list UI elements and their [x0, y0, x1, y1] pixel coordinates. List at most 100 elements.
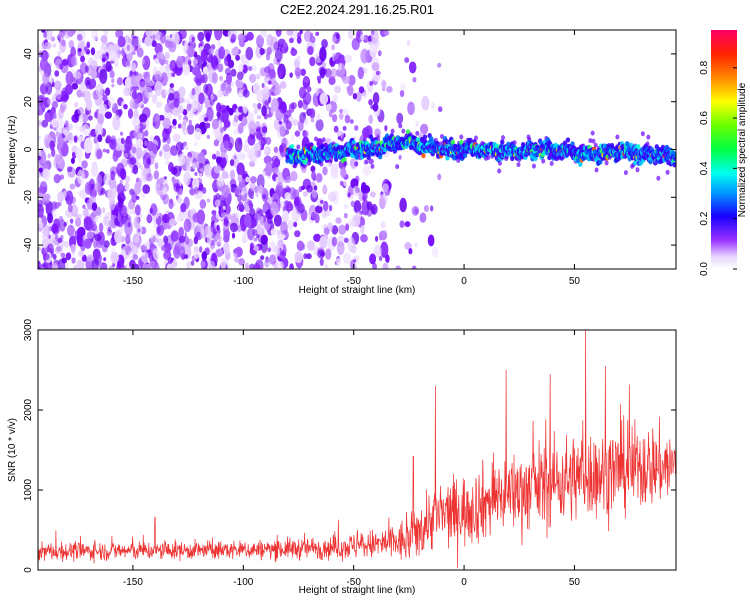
noise-blob [309, 32, 314, 38]
noise-blob [220, 83, 226, 92]
noise-blob [177, 113, 182, 121]
noise-blob [223, 140, 230, 149]
noise-blob [62, 190, 67, 199]
noise-blob [219, 104, 228, 114]
noise-blob [140, 251, 149, 263]
noise-blob [38, 135, 42, 140]
noise-blob [328, 76, 336, 86]
noise-blob [331, 113, 338, 123]
noise-blob [88, 115, 93, 121]
noise-blob [131, 146, 137, 154]
noise-blob [151, 94, 158, 104]
noise-blob [261, 86, 270, 101]
noise-blob [180, 202, 187, 213]
noise-blob [216, 224, 220, 231]
noise-blob [178, 227, 184, 238]
ridge-halo [319, 161, 324, 167]
noise-blob [86, 41, 91, 49]
noise-blob [144, 130, 149, 137]
noise-blob [184, 156, 193, 166]
noise-blob [262, 171, 266, 176]
noise-blob [343, 212, 348, 219]
noise-blob [73, 101, 79, 108]
noise-blob [211, 118, 219, 130]
noise-blob [315, 172, 323, 183]
noise-blob [107, 226, 112, 232]
x-tick-label: 50 [569, 577, 581, 588]
ridge-halo [501, 135, 506, 141]
noise-blob [183, 45, 188, 51]
noise-blob [286, 30, 294, 36]
noise-blob [224, 56, 230, 67]
noise-blob [378, 255, 383, 262]
noise-blob [94, 216, 99, 223]
noise-blob [38, 155, 42, 161]
noise-blob [121, 264, 125, 268]
noise-blob [139, 127, 143, 133]
noise-blob [191, 36, 195, 42]
noise-blob [69, 218, 74, 224]
noise-blob [249, 182, 256, 192]
noise-blob [214, 199, 221, 207]
noise-blob [57, 191, 65, 203]
noise-blob [71, 257, 76, 264]
noise-blob [381, 79, 387, 89]
noise-blob [109, 199, 116, 211]
noise-blob [145, 30, 153, 38]
noise-blob [337, 136, 341, 140]
x-tick-label: -150 [123, 276, 143, 287]
noise-blob [371, 62, 380, 72]
noise-blob [43, 253, 50, 261]
noise-blob [125, 234, 131, 245]
noise-blob [233, 248, 238, 255]
noise-blob [101, 57, 106, 63]
noise-blob [111, 78, 115, 84]
noise-blob [135, 86, 140, 91]
noise-blob [67, 224, 75, 237]
noise-blob [186, 103, 192, 112]
noise-blob [186, 45, 195, 58]
noise-blob [199, 40, 204, 47]
noise-blob [124, 175, 131, 183]
noise-blob [296, 240, 304, 252]
ridge-halo [604, 160, 609, 166]
noise-blob [183, 171, 191, 186]
noise-blob [264, 100, 269, 106]
noise-blob [362, 165, 372, 176]
noise-blob [211, 210, 217, 216]
noise-blob [40, 96, 48, 110]
noise-blob [275, 108, 284, 121]
noise-blob [372, 262, 377, 269]
noise-blob [215, 192, 221, 200]
noise-blob [67, 203, 73, 213]
noise-blob [303, 253, 308, 260]
noise-blob [250, 176, 257, 184]
ridge-halo [390, 128, 395, 134]
noise-blob [348, 219, 355, 228]
noise-blob [233, 129, 239, 136]
noise-blob [261, 126, 268, 134]
noise-blob [342, 75, 351, 85]
noise-blob [104, 111, 112, 119]
noise-blob [220, 151, 226, 158]
noise-blob [52, 253, 57, 260]
noise-blob [235, 212, 240, 219]
noise-blob [110, 170, 116, 181]
noise-blob [90, 47, 96, 56]
noise-blob [183, 218, 192, 233]
y-tick-label: 3000 [23, 318, 34, 341]
noise-blob [362, 195, 367, 201]
noise-blob [370, 30, 379, 45]
noise-blob [336, 257, 341, 267]
noise-blob [108, 96, 115, 109]
noise-blob [256, 174, 265, 190]
noise-blob [154, 80, 163, 97]
noise-blob [242, 89, 250, 98]
ridge-halo [593, 142, 598, 148]
noise-blob [210, 94, 214, 101]
noise-blob [60, 252, 66, 258]
noise-blob [255, 191, 259, 198]
spectrogram-y-label: Frequency (Hz) [7, 116, 18, 185]
noise-blob [132, 233, 140, 243]
noise-blob [242, 104, 248, 114]
